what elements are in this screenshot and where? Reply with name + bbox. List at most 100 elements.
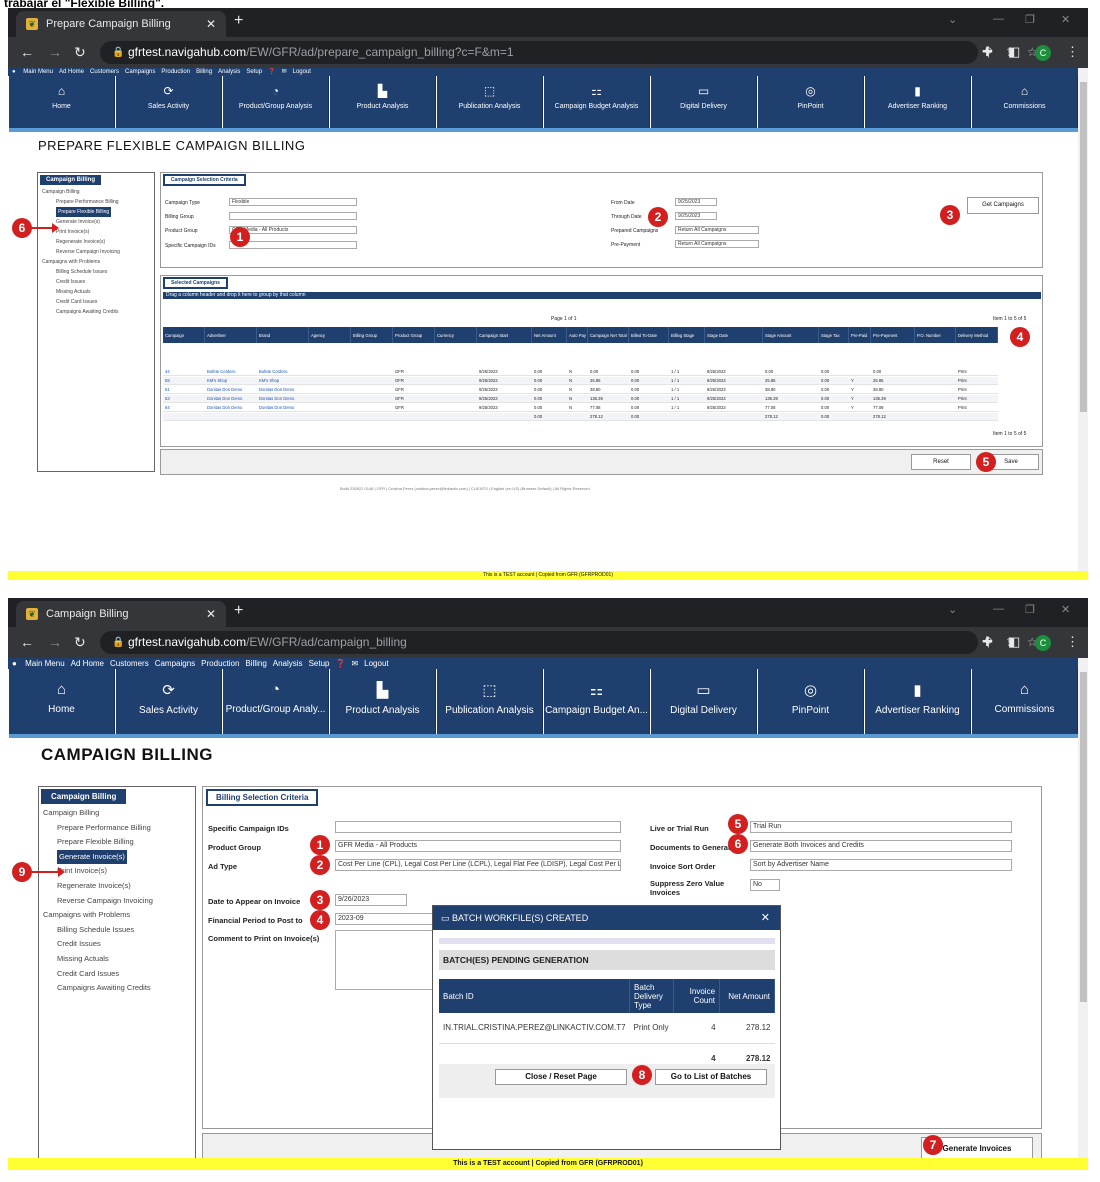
col-header[interactable]: Billing Stage — [669, 327, 705, 343]
help-icon[interactable]: ❓ — [268, 69, 276, 75]
col-header[interactable]: Pre-Payment — [871, 327, 915, 343]
menu-setup[interactable]: Setup — [246, 69, 263, 75]
col-header[interactable]: Currency — [435, 327, 477, 343]
sidebar-item-missing[interactable]: Missing Actuals — [56, 289, 91, 295]
address-bar[interactable]: 🔒 gfrtest.navigahub.com/EW/GFR/ad/prepare… — [100, 41, 1038, 64]
sidebar-item-flexible[interactable]: Prepare Flexible Billing — [57, 837, 134, 847]
col-header[interactable]: Agency — [309, 327, 351, 343]
table-cell[interactable]: 59 — [165, 378, 170, 383]
sidebar-item-reverse[interactable]: Reverse Campaign Invoicing — [57, 895, 153, 905]
through-date-input[interactable]: 9/25/2023 — [675, 212, 717, 220]
menu-analysis[interactable]: Analysis — [218, 69, 241, 75]
documents-select[interactable]: Generate Both Invoices and Credits — [750, 840, 1012, 852]
batch-id-cell[interactable]: IN.TRIAL.CRISTINA.PEREZ@LINKACTIV.COM.T7 — [439, 1013, 630, 1044]
table-cell[interactable]: Donitas Don Demo — [207, 405, 243, 410]
sidebar-header[interactable]: Campaign Billing — [41, 789, 127, 804]
collapse-icon[interactable]: ⌄ — [948, 604, 958, 616]
table-row[interactable]: 59 KM's Shop KM's Shop GFR 9/25/2023 0.00 N 25.… — [163, 377, 998, 385]
sidebar-item-print[interactable]: Print Invoice(s) — [56, 229, 90, 235]
tile-product[interactable]: ▙ Product Analysis — [330, 669, 436, 734]
table-cell[interactable]: Bufete Cordero — [207, 369, 236, 374]
table-row[interactable]: 64 Donitas Don Demo Donitas Don Demo GFR 9/2… — [163, 404, 998, 412]
chat-icon[interactable]: ✉ — [281, 69, 287, 75]
col-header[interactable]: Delivery Method — [956, 327, 998, 343]
chat-icon[interactable]: ✉ — [351, 659, 359, 668]
tile-product[interactable]: ▙ Product Analysis — [330, 76, 436, 128]
tile-product-group[interactable]: ◔ Product/Group Analysis — [223, 76, 329, 128]
profile-avatar[interactable]: C — [1035, 45, 1051, 61]
col-header[interactable]: P.O. Number — [915, 327, 956, 343]
sidebar-group-problems[interactable]: Campaigns with Problems — [42, 259, 101, 265]
sidebar-item-schedule[interactable]: Billing Schedule Issues — [56, 269, 108, 275]
sidebar-item-regenerate[interactable]: Regenerate Invoice(s) — [57, 880, 131, 890]
reset-button[interactable]: Reset — [911, 454, 971, 470]
sidebar-item-regenerate[interactable]: Regenerate Invoice(s) — [56, 239, 106, 245]
sidebar-item-awaiting[interactable]: Campaigns Awaiting Credits — [56, 309, 119, 315]
sidebar-item-reverse[interactable]: Reverse Campaign Invoicing — [56, 249, 120, 255]
table-cell[interactable]: 63 — [165, 396, 170, 401]
col-header[interactable]: Campaign Start — [477, 327, 532, 343]
col-header[interactable]: Stage Tax — [819, 327, 849, 343]
specific-ids-input[interactable] — [335, 821, 621, 833]
tile-product-group[interactable]: ◔ Product/Group Analy... — [223, 669, 329, 734]
product-group-select[interactable]: GFR Media - All Products — [335, 840, 621, 852]
close-tab-icon[interactable]: ✕ — [205, 607, 216, 621]
sidebar-item-print[interactable]: Print Invoice(s) — [57, 866, 108, 876]
extensions-icon[interactable]: ✚ — [982, 634, 993, 649]
reload-icon[interactable]: ↻ — [74, 44, 86, 60]
sidebar-item-generate[interactable]: Generate Invoice(s) — [56, 219, 100, 225]
sidebar-item-cards[interactable]: Credit Card Issues — [57, 968, 120, 978]
table-row[interactable]: 63 Donitas Don Demo Donitas Don Demo GFR 9/2… — [163, 395, 998, 403]
tile-pinpoint[interactable]: ◎ PinPoint — [758, 669, 864, 734]
sidepanel-icon[interactable]: ◧ — [1008, 634, 1021, 649]
sort-order-select[interactable]: Sort by Advertiser Name — [750, 859, 1012, 871]
maximize-icon[interactable]: ❐ — [1025, 604, 1035, 616]
extensions-icon[interactable]: ✚ — [982, 44, 993, 59]
tile-commissions[interactable]: ⌂ Commissions — [972, 76, 1078, 128]
table-cell[interactable]: 64 — [165, 405, 170, 410]
tile-digital[interactable]: ▭ Digital Delivery — [651, 76, 757, 128]
table-cell[interactable]: KM's Shop — [207, 378, 228, 383]
sidebar-item-flexible[interactable]: Prepare Flexible Billing — [56, 207, 112, 217]
sidebar-item-schedule[interactable]: Billing Schedule Issues — [57, 924, 135, 934]
col-header[interactable]: Auto Pay — [567, 327, 588, 343]
save-button[interactable]: Save — [983, 454, 1039, 470]
tab-selected-campaigns[interactable]: Selected Campaigns — [165, 279, 226, 287]
menu-icon[interactable]: ⋮ — [1066, 44, 1079, 59]
pager-top[interactable]: Page 1 of 1 — [551, 316, 577, 322]
user-icon[interactable]: ● — [12, 659, 17, 668]
modal-close-icon[interactable]: ✕ — [760, 912, 770, 924]
col-header[interactable]: Campaign — [163, 327, 205, 343]
prepayment-select[interactable]: Return All Campaigns — [675, 240, 759, 248]
sidebar-group-problems[interactable]: Campaigns with Problems — [43, 910, 131, 920]
tile-home[interactable]: ⌂ Home — [9, 669, 115, 734]
ad-type-select[interactable]: Cost Per Line (CPL), Legal Cost Per Line… — [335, 859, 621, 871]
menu-setup[interactable]: Setup — [308, 659, 330, 668]
address-bar[interactable]: 🔒 gfrtest.navigahub.com/EW/GFR/ad/campaig… — [100, 631, 1038, 654]
close-reset-button[interactable]: Close / Reset Page — [495, 1069, 627, 1085]
tile-home[interactable]: ⌂ Home — [9, 76, 115, 128]
minimize-icon[interactable]: — — [993, 603, 1004, 615]
sidebar-item-cards[interactable]: Credit Card Issues — [56, 299, 98, 305]
tab-campaign-selection[interactable]: Campaign Selection Criteria — [165, 176, 244, 184]
profile-avatar[interactable]: C — [1035, 635, 1051, 651]
menu-main[interactable]: Main Menu — [25, 659, 65, 668]
col-header[interactable]: Product Group — [393, 327, 435, 343]
browser-tab[interactable]: ❦ Campaign Billing ✕ — [16, 601, 226, 627]
forward-icon[interactable]: → — [48, 44, 62, 60]
prepared-select[interactable]: Return All Campaigns — [675, 226, 759, 234]
table-row[interactable]: 61 Donitas Don Demo Donitas Don Demo GFR 9/2… — [163, 386, 998, 394]
sidebar-item-awaiting[interactable]: Campaigns Awaiting Credits — [57, 983, 151, 993]
col-header[interactable]: Advertiser — [205, 327, 257, 343]
col-header[interactable]: Billed To-Date — [629, 327, 669, 343]
col-header[interactable]: Stage Date — [705, 327, 763, 343]
sidebar-item-credit[interactable]: Credit Issues — [56, 279, 86, 285]
menu-main[interactable]: Main Menu — [23, 69, 53, 75]
sidebar-item-credit[interactable]: Credit Issues — [57, 939, 101, 949]
col-header[interactable]: Pre-Paid — [849, 327, 871, 343]
collapse-icon[interactable]: ⌄ — [948, 14, 958, 26]
close-tab-icon[interactable]: ✕ — [205, 17, 216, 31]
tab-billing-selection[interactable]: Billing Selection Criteria — [208, 791, 317, 804]
menu-customers[interactable]: Customers — [110, 659, 149, 668]
get-campaigns-button[interactable]: Get Campaigns — [967, 197, 1039, 214]
